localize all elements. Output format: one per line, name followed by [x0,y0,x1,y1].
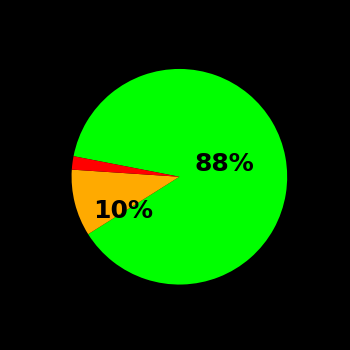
Wedge shape [74,69,287,285]
Text: 10%: 10% [93,199,153,223]
Text: 88%: 88% [195,152,254,176]
Wedge shape [72,156,179,177]
Wedge shape [71,170,179,234]
